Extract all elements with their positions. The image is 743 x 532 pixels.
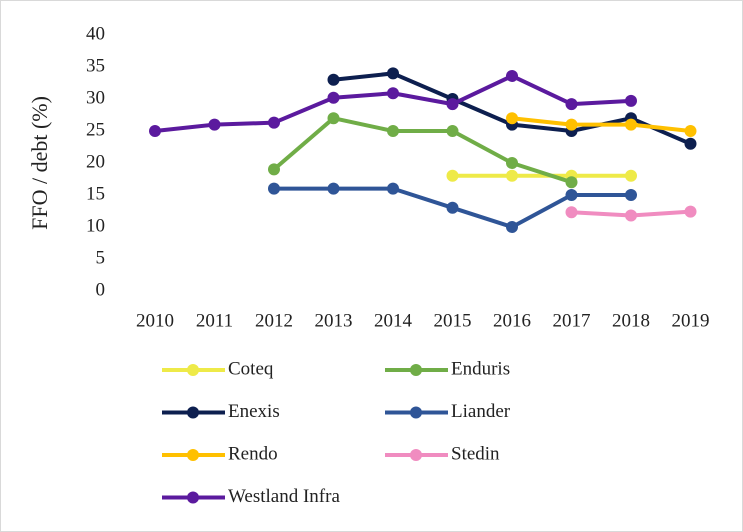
x-tick-label: 2016 [493,310,531,331]
data-point [387,67,399,80]
y-tick-label: 10 [86,215,105,236]
legend-marker [410,364,422,376]
data-point [506,169,518,182]
data-point [268,182,280,195]
y-tick-label: 40 [86,23,105,44]
legend-marker [187,364,199,376]
y-tick-label: 20 [86,151,105,172]
data-point [625,94,637,107]
data-point [625,189,637,201]
y-tick-label: 25 [86,119,105,140]
x-tick-label: 2011 [196,310,233,331]
legend-marker [187,491,199,504]
legend-label: Enexis [228,401,280,422]
data-point [327,112,340,125]
data-point [625,118,637,131]
x-tick-label: 2015 [434,310,472,331]
legend-label: Enduris [451,358,510,379]
data-point [565,206,578,219]
y-tick-label: 30 [86,87,105,108]
legend-marker [187,449,199,461]
data-point [506,221,518,233]
data-point [565,176,578,189]
data-point [684,125,697,137]
legend-label: Coteq [228,358,274,379]
y-tick-label: 35 [86,55,105,76]
data-point [327,182,340,195]
data-point [387,125,399,137]
data-point [506,112,518,125]
data-point [625,169,637,182]
data-point [327,73,340,86]
y-axis-label: FFO / debt (%) [27,96,52,230]
data-point [684,137,697,150]
data-point [446,201,459,214]
legend-marker [410,406,422,419]
x-tick-label: 2012 [255,310,293,331]
data-point [506,157,518,169]
x-tick-label: 2010 [136,310,174,331]
legend-label: Liander [451,401,511,422]
y-tick-label: 15 [86,183,105,204]
y-tick-label: 5 [96,247,106,268]
data-point [506,69,518,82]
data-point [684,205,697,218]
series-line [272,116,573,185]
data-point [565,118,578,131]
data-point [387,87,399,100]
data-point [268,163,280,176]
legend-marker [187,406,199,419]
series-line [511,116,691,133]
data-point [565,189,578,201]
x-tick-label: 2017 [553,310,591,331]
data-point [327,91,340,104]
data-point [446,98,459,111]
x-tick-label: 2014 [374,310,413,331]
y-tick-label: 0 [96,279,106,300]
data-point [565,98,578,111]
data-point [446,125,459,137]
data-point [149,125,161,137]
legend-marker [410,449,422,461]
data-point [268,116,280,129]
legend-label: Rendo [228,443,278,464]
data-point [208,118,221,131]
data-point [387,182,399,195]
x-tick-label: 2018 [612,310,650,331]
data-point [625,209,637,222]
x-tick-label: 2013 [315,310,353,331]
x-tick-label: 2019 [672,310,710,331]
data-point [446,169,459,182]
legend-label: Westland Infra [228,486,340,507]
legend-label: Stedin [451,443,500,464]
